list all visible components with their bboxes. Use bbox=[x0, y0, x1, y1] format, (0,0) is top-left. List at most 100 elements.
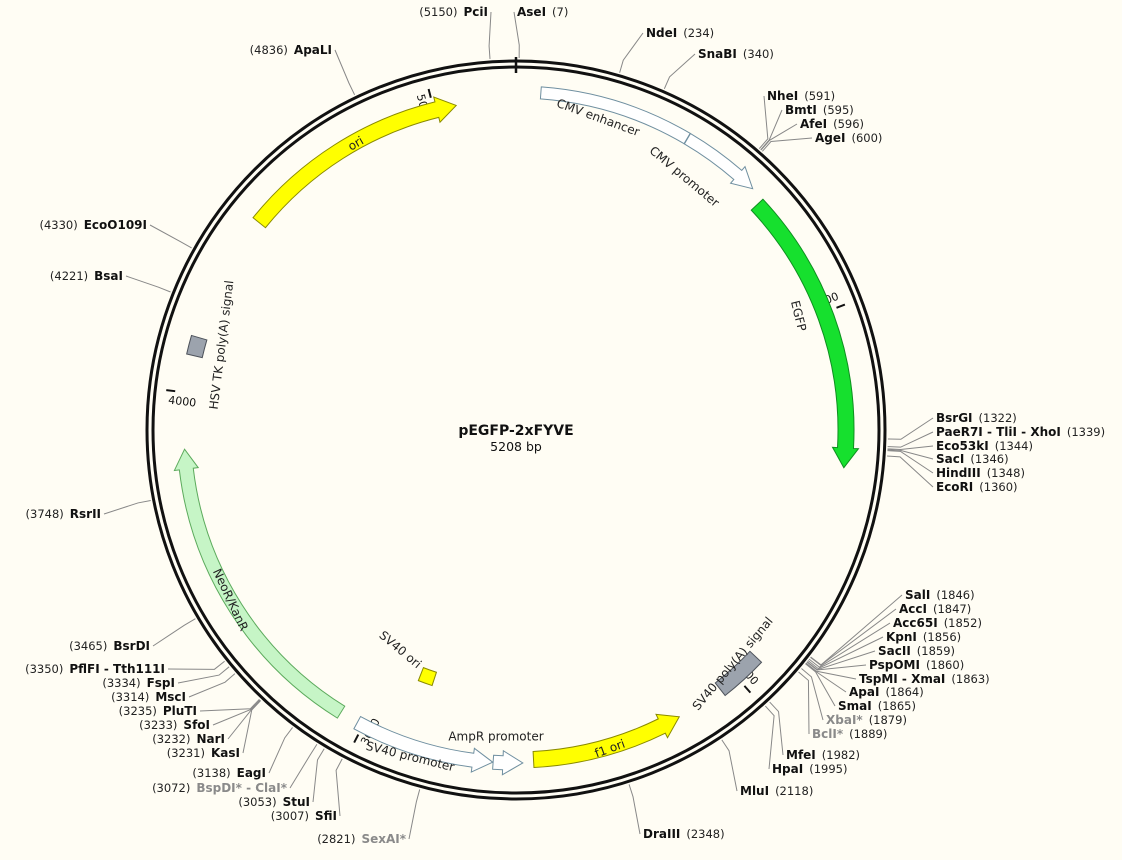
site-position: (1859) bbox=[917, 644, 955, 658]
restriction-site-label: (3233) SfoI bbox=[139, 718, 210, 732]
site-position: (3232) bbox=[152, 732, 190, 746]
site-leader-line bbox=[806, 661, 867, 671]
site-position: (1879) bbox=[869, 713, 907, 727]
site-name: NheI bbox=[767, 89, 798, 103]
site-leader-line bbox=[513, 11, 520, 59]
site-name: EcoRI bbox=[936, 480, 973, 494]
site-position: (4330) bbox=[39, 218, 77, 232]
site-leader-line bbox=[152, 618, 196, 647]
site-leader-line bbox=[801, 668, 824, 721]
site-position: (2821) bbox=[317, 832, 355, 846]
restriction-site-label: (3072) BspDI* - ClaI* bbox=[152, 781, 288, 795]
site-name: BsrGI bbox=[936, 411, 973, 425]
site-leader-line bbox=[765, 705, 775, 770]
site-leader-line bbox=[619, 32, 644, 73]
site-name: PspOMI bbox=[869, 658, 920, 672]
restriction-site-label: (3314) MscI bbox=[111, 690, 186, 704]
site-leader-line bbox=[488, 11, 492, 59]
site-leader-line bbox=[188, 673, 236, 698]
site-leader-line bbox=[887, 450, 934, 474]
site-leader-line bbox=[761, 137, 813, 152]
restriction-site-label: XbaI* (1879) bbox=[826, 713, 907, 727]
restriction-site-label: NdeI (234) bbox=[646, 26, 714, 40]
restriction-site-label: (3350) PflFI - Tth111I bbox=[25, 662, 165, 676]
site-leader-line bbox=[227, 699, 261, 740]
site-position: (1995) bbox=[809, 762, 847, 776]
site-name: SfoI bbox=[183, 718, 210, 732]
site-position: (3007) bbox=[271, 809, 309, 823]
site-leader-line bbox=[663, 53, 696, 90]
tick-mark bbox=[836, 303, 846, 309]
feature-label-ampr-promoter: AmpR promoter bbox=[448, 730, 543, 744]
restriction-site-label: (3465) BsrDI bbox=[69, 639, 150, 653]
site-position: (1860) bbox=[926, 658, 964, 672]
site-position: (1864) bbox=[885, 685, 923, 699]
site-name: HpaI bbox=[772, 762, 803, 776]
site-leader-line bbox=[312, 748, 325, 803]
feature-label-ori: ori bbox=[345, 134, 366, 154]
restriction-site-label: HindIII (1348) bbox=[936, 466, 1025, 480]
site-name: XbaI* bbox=[826, 713, 863, 727]
site-leader-line bbox=[334, 49, 356, 96]
site-leader-line bbox=[810, 608, 897, 666]
restriction-site-label: HpaI (1995) bbox=[772, 762, 847, 776]
site-leader-line bbox=[805, 663, 836, 707]
feature-label-neor-kanr: NeoR/KanR bbox=[210, 566, 251, 633]
restriction-site-label: (4221) BsaI bbox=[50, 269, 123, 283]
restriction-site-label: KpnI (1856) bbox=[886, 630, 961, 644]
site-leader-line bbox=[758, 95, 769, 149]
site-leader-line bbox=[149, 224, 192, 249]
site-leader-line bbox=[125, 275, 171, 293]
site-name: BmtI bbox=[785, 103, 817, 117]
site-name: ApaI bbox=[849, 685, 879, 699]
restriction-site-label: AccI (1847) bbox=[899, 602, 971, 616]
site-position: (1348) bbox=[987, 466, 1025, 480]
site-leader-line bbox=[887, 449, 934, 460]
restriction-site-label: Acc65I (1852) bbox=[893, 616, 982, 630]
restriction-site-label: (2821) SexAI* bbox=[317, 832, 407, 846]
restriction-site-label: (3334) FspI bbox=[102, 676, 175, 690]
site-name: EagI bbox=[237, 766, 266, 780]
restriction-site-label: (3007) SfiI bbox=[271, 809, 337, 823]
feature-cmv-promoter bbox=[683, 132, 754, 190]
site-name: Eco53kI bbox=[936, 439, 989, 453]
site-position: (3748) bbox=[26, 507, 64, 521]
site-position: (4836) bbox=[250, 43, 288, 57]
plasmid-size: 5208 bp bbox=[490, 439, 542, 454]
site-name: NarI bbox=[196, 732, 225, 746]
feature-sv40-promoter bbox=[353, 715, 494, 773]
restriction-site-label: AfeI (596) bbox=[800, 117, 864, 131]
tick-mark bbox=[353, 734, 360, 744]
restriction-site-label: EcoRI (1360) bbox=[936, 480, 1018, 494]
feature-ampr-promoter bbox=[492, 749, 524, 776]
feature-neor-kanr bbox=[173, 448, 346, 719]
feature-ori bbox=[252, 96, 458, 229]
site-leader-line bbox=[268, 727, 293, 774]
site-leader-line bbox=[212, 699, 261, 726]
restriction-site-label: BsrGI (1322) bbox=[936, 411, 1017, 425]
restriction-site-label: (3232) NarI bbox=[152, 732, 225, 746]
tick-mark bbox=[166, 389, 176, 393]
site-leader-line bbox=[887, 445, 934, 451]
restriction-site-label: (3231) KasI bbox=[167, 746, 240, 760]
site-name: SmaI bbox=[838, 699, 872, 713]
restriction-site-label: (5150) PciI bbox=[419, 5, 488, 19]
site-position: (7) bbox=[552, 5, 568, 19]
site-name: HindIII bbox=[936, 466, 981, 480]
site-position: (2118) bbox=[775, 784, 813, 798]
site-position: (3235) bbox=[119, 704, 157, 718]
site-name: AseI bbox=[517, 5, 546, 19]
site-position: (591) bbox=[804, 89, 835, 103]
restriction-site-label: (3138) EagI bbox=[192, 766, 266, 780]
site-leader-line bbox=[798, 671, 810, 735]
restriction-site-label: (3748) RsrII bbox=[26, 507, 101, 521]
feature-f1-ori bbox=[532, 713, 681, 769]
site-name: KasI bbox=[211, 746, 240, 760]
site-position: (5150) bbox=[419, 5, 457, 19]
restriction-site-label: PspOMI (1860) bbox=[869, 658, 964, 672]
site-position: (595) bbox=[823, 103, 854, 117]
restriction-site-label: SmaI (1865) bbox=[838, 699, 916, 713]
site-position: (1360) bbox=[979, 480, 1017, 494]
site-leader-line bbox=[807, 636, 884, 670]
site-position: (3053) bbox=[238, 795, 276, 809]
